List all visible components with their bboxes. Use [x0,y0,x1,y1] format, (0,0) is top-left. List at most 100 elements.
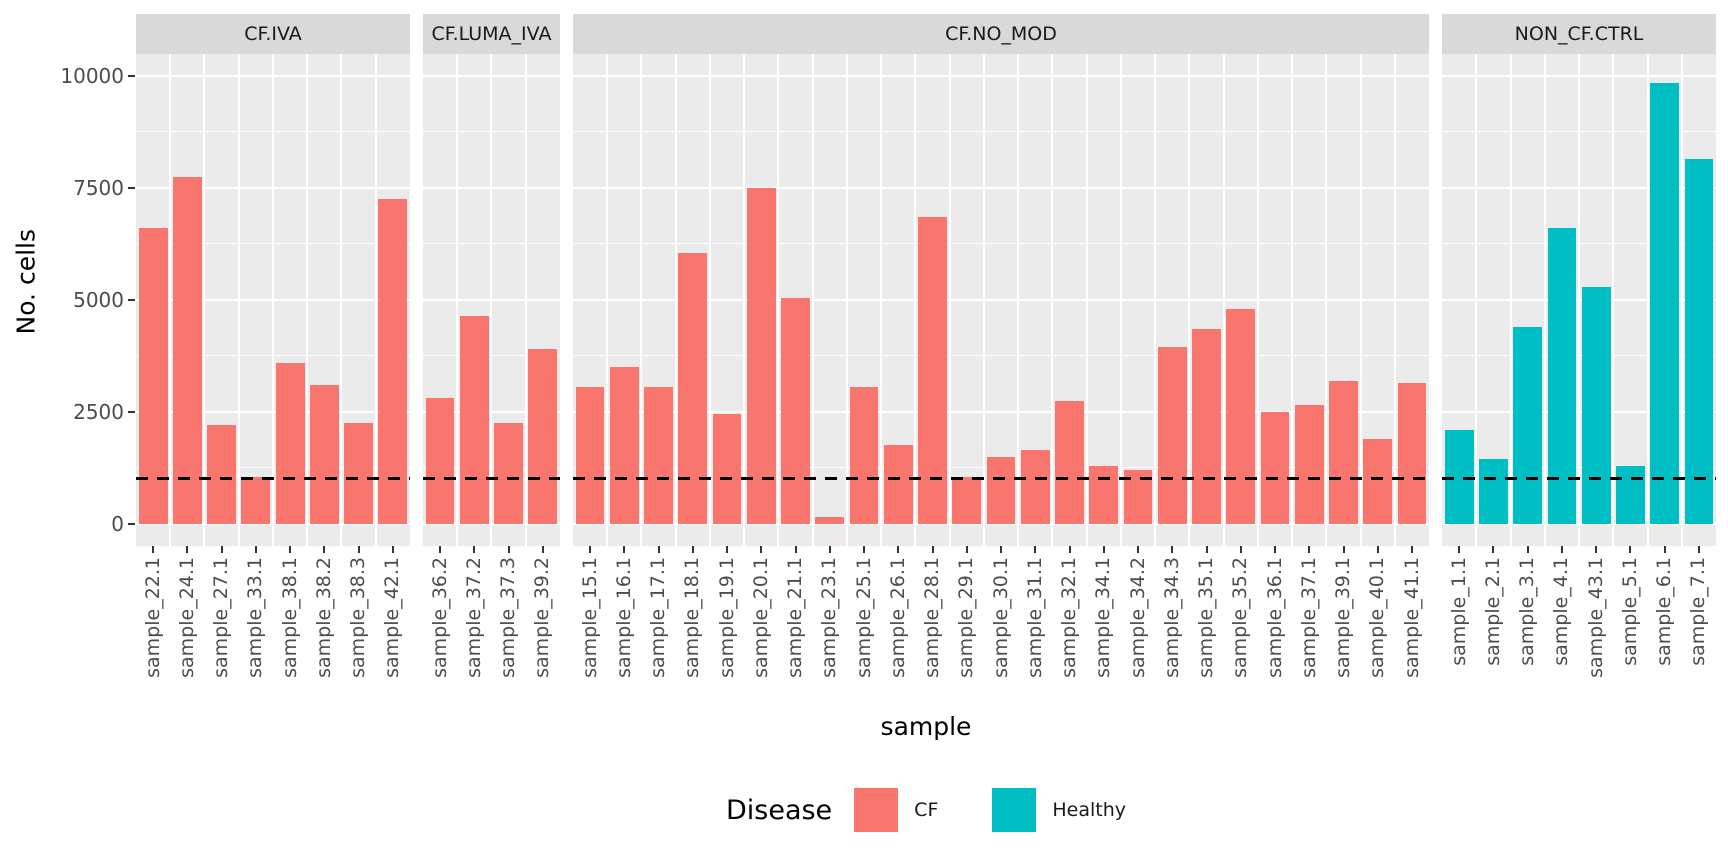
x-tick-mark [1102,546,1105,553]
bar-sample_30.1 [986,456,1016,524]
x-label-slot: sample_34.1 [1087,557,1121,678]
facet-strip-label: NON_CF.CTRL [1514,23,1644,45]
legend-label: Healthy [1052,799,1127,821]
x-tick-slot [239,546,273,554]
x-tick-label: sample_37.3 [497,557,520,678]
bar-sample_17.1 [644,387,673,524]
bar-slot [1579,286,1613,524]
gridline-vertical [456,54,459,546]
bar-slot [457,315,491,524]
facet-strip: NON_CF.CTRL [1442,14,1716,54]
x-tick-mark [1629,546,1632,553]
x-label-slot: sample_37.1 [1292,557,1326,678]
bar-slot [984,456,1018,524]
x-tick-label: sample_37.1 [1297,557,1320,678]
bar-sample_42.1 [378,199,408,524]
bars-container [136,54,410,546]
bar-slot [1155,346,1189,524]
x-label-slot: sample_40.1 [1361,557,1395,678]
x-tick-label: sample_3.1 [1516,557,1539,666]
facet-panel [136,54,410,546]
bar-slot [1395,382,1429,524]
gridline-vertical [340,54,343,546]
x-axis-title: sample [880,712,972,741]
x-tick-mark [507,546,510,553]
x-tick-label: sample_28.1 [921,557,944,678]
bar-sample_29.1 [952,476,982,524]
x-tick-slot [273,546,307,554]
threshold-line [422,477,560,481]
bar-slot [170,177,204,524]
x-label-slot: sample_39.2 [526,557,560,678]
x-tick-slot [915,546,949,554]
bar-slot [491,423,525,524]
legend-label: CF [914,799,939,821]
x-label-slot: sample_32.1 [1052,557,1086,678]
x-tick-mark [589,546,592,553]
gridline-vertical [237,54,240,546]
bar-sample_4.1 [1547,228,1577,524]
x-tick-mark [1376,546,1379,553]
x-tick-mark [623,546,626,553]
x-tick-mark [254,546,257,553]
x-tick-label: sample_30.1 [989,557,1012,678]
bars-container [423,54,560,546]
y-tick-label: 2500 [73,399,124,424]
x-label-slot: sample_27.1 [205,557,239,678]
gridline-vertical [1646,54,1649,546]
x-tick-label: sample_26.1 [886,557,909,678]
facet-CF.LUMA_IVA: CF.LUMA_IVA sample_36.2 sample_37.2 sample_… [422,14,560,678]
bar-sample_25.1 [849,387,879,524]
x-tick-label: sample_29.1 [955,557,978,678]
x-labels-row: sample_15.1 sample_16.1 sample_17.1 sample_… [573,557,1429,678]
gridline-vertical [777,54,780,546]
x-ticks-row [1442,546,1716,554]
facet-strip: CF.NO_MOD [572,14,1430,54]
bar-sample_33.1 [241,476,271,524]
bar-slot [136,228,170,524]
x-tick-mark [357,546,360,553]
x-label-slot: sample_23.1 [813,557,847,678]
gridline-vertical [1680,54,1683,546]
bar-slot [1224,308,1258,524]
x-ticks-row [423,546,560,554]
x-tick-slot [491,546,525,554]
x-labels-row: sample_36.2 sample_37.2 sample_37.3 sample_… [423,557,560,678]
x-tick-slot [307,546,341,554]
bar-sample_35.1 [1192,329,1221,524]
y-tick-mark [128,187,135,190]
gridline-vertical [1188,54,1191,546]
bar-slot [1018,449,1052,524]
bar-sample_1.1 [1444,429,1474,524]
x-label-slot: sample_4.1 [1545,557,1579,675]
gridline-vertical [743,54,746,546]
bar-slot [1613,465,1647,524]
x-tick-mark [1595,546,1598,553]
x-tick-slot [1613,546,1647,554]
bar-sample_2.1 [1479,458,1508,524]
x-tick-label: sample_35.1 [1195,557,1218,678]
bar-slot [1052,400,1086,524]
x-tick-mark [1171,546,1174,553]
x-tick-slot [641,546,675,554]
x-tick-label: sample_20.1 [749,557,772,678]
x-tick-label: sample_36.2 [428,557,451,678]
gridline-vertical [306,54,309,546]
x-tick-slot [1395,546,1429,554]
x-label-slot: sample_20.1 [744,557,778,678]
x-tick-slot [170,546,204,554]
facet-panel [422,54,560,546]
x-tick-slot [1579,546,1613,554]
x-tick-mark [473,546,476,553]
x-tick-slot [573,546,607,554]
y-tick-label: 0 [111,511,124,536]
x-label-slot: sample_7.1 [1682,557,1716,675]
x-tick-mark [323,546,326,553]
x-tick-slot [1087,546,1121,554]
bar-sample_34.3 [1157,346,1187,524]
x-tick-label: sample_21.1 [784,557,807,678]
gridline-major [572,75,1430,78]
bar-sample_19.1 [712,414,742,524]
x-tick-mark [1137,546,1140,553]
bar-sample_38.1 [275,362,305,524]
